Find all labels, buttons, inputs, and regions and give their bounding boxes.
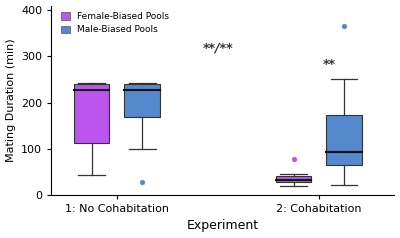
Bar: [74, 84, 109, 143]
Y-axis label: Mating Duration (min): Mating Duration (min): [6, 38, 16, 162]
Legend: Female-Biased Pools, Male-Biased Pools: Female-Biased Pools, Male-Biased Pools: [59, 10, 171, 36]
Bar: [276, 176, 311, 182]
Bar: [124, 84, 160, 117]
X-axis label: Experiment: Experiment: [187, 219, 259, 233]
Text: **/**: **/**: [202, 41, 233, 54]
Text: **: **: [322, 58, 335, 71]
Bar: [326, 115, 362, 165]
